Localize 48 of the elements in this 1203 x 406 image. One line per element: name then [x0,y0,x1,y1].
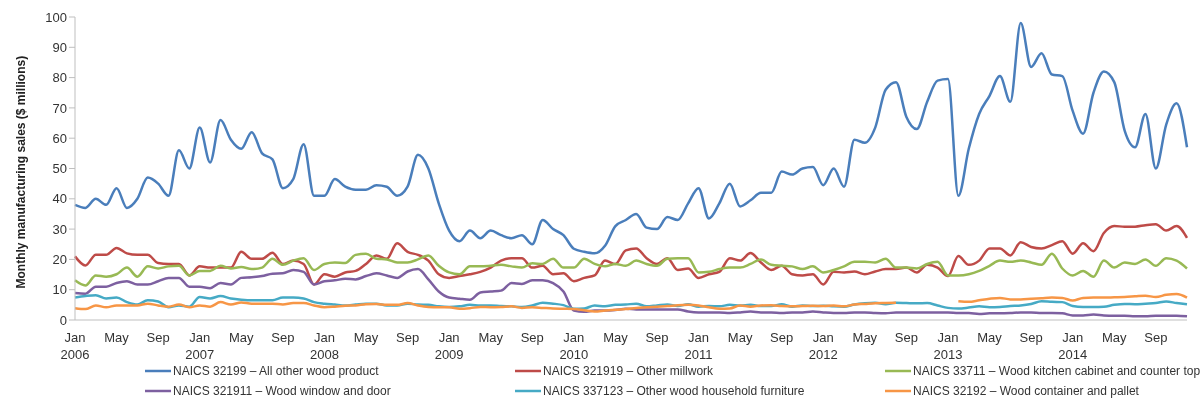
x-tick-label: May [603,330,629,345]
x-tick-label: May [229,330,255,345]
x-tick-label: Jan 2013 [933,330,963,362]
legend-label: NAICS 32192 – Wood container and pallet [913,384,1139,398]
x-tick-label: Jan 2006 [60,330,90,362]
x-tick-label: Sep [395,330,420,345]
y-tick-label: 0 [59,312,67,328]
x-tick-label: Jan 2008 [309,330,339,362]
x-tick-label: Jan 2010 [559,330,589,362]
y-tick-label: 100 [45,9,67,25]
legend-label: NAICS 321911 – Wood window and door [173,384,391,398]
x-tick-label: Sep [770,330,794,345]
y-tick-label: 80 [52,70,67,86]
x-tick-label: May [977,330,1003,345]
x-tick-label: Sep [271,330,295,345]
x-tick-label: Jan 2014 [1058,330,1088,362]
x-tick-label: May [478,330,504,345]
x-tick-label: Jan 2012 [808,330,838,362]
x-tick-label: Sep [1019,330,1043,345]
x-tick-label: Jan 2009 [434,330,464,362]
x-tick-label: May [852,330,878,345]
line-series [73,252,1189,287]
y-tick-label: 20 [52,252,67,268]
line-series [73,21,1189,255]
line-series [73,223,1189,286]
legend-label: NAICS 321919 – Other millwork [543,364,714,378]
legend-label: NAICS 337123 – Other wood household furniture [543,384,805,398]
y-tick-label: 10 [52,282,67,298]
legend-label: NAICS 32199 – All other wood product [173,364,379,378]
x-tick-label: Sep [146,330,170,345]
x-tick-label: May [104,330,130,345]
y-axis-title: Monthly manufacturing sales ($ millions) [14,55,29,289]
y-tick-label: 90 [52,39,67,55]
x-tick-label: Jan 2007 [185,330,215,362]
x-tick-label: Sep [894,330,918,345]
legend-label: NAICS 33711 – Wood kitchen cabinet and counter top [913,364,1201,378]
x-tick-label: Sep [520,330,544,345]
x-tick-label: May [727,330,753,345]
x-tick-label: May [1101,330,1128,345]
x-tick-label: Jan 2011 [684,330,713,362]
y-tick-label: 60 [52,130,67,146]
x-tick-label: May [353,330,379,345]
x-tick-label: Sep [645,330,669,345]
y-tick-label: 30 [52,221,67,237]
y-tick-label: 40 [52,191,67,207]
y-tick-label: 70 [52,100,67,116]
x-tick-label: Sep [1144,330,1168,345]
y-tick-label: 50 [52,161,67,177]
